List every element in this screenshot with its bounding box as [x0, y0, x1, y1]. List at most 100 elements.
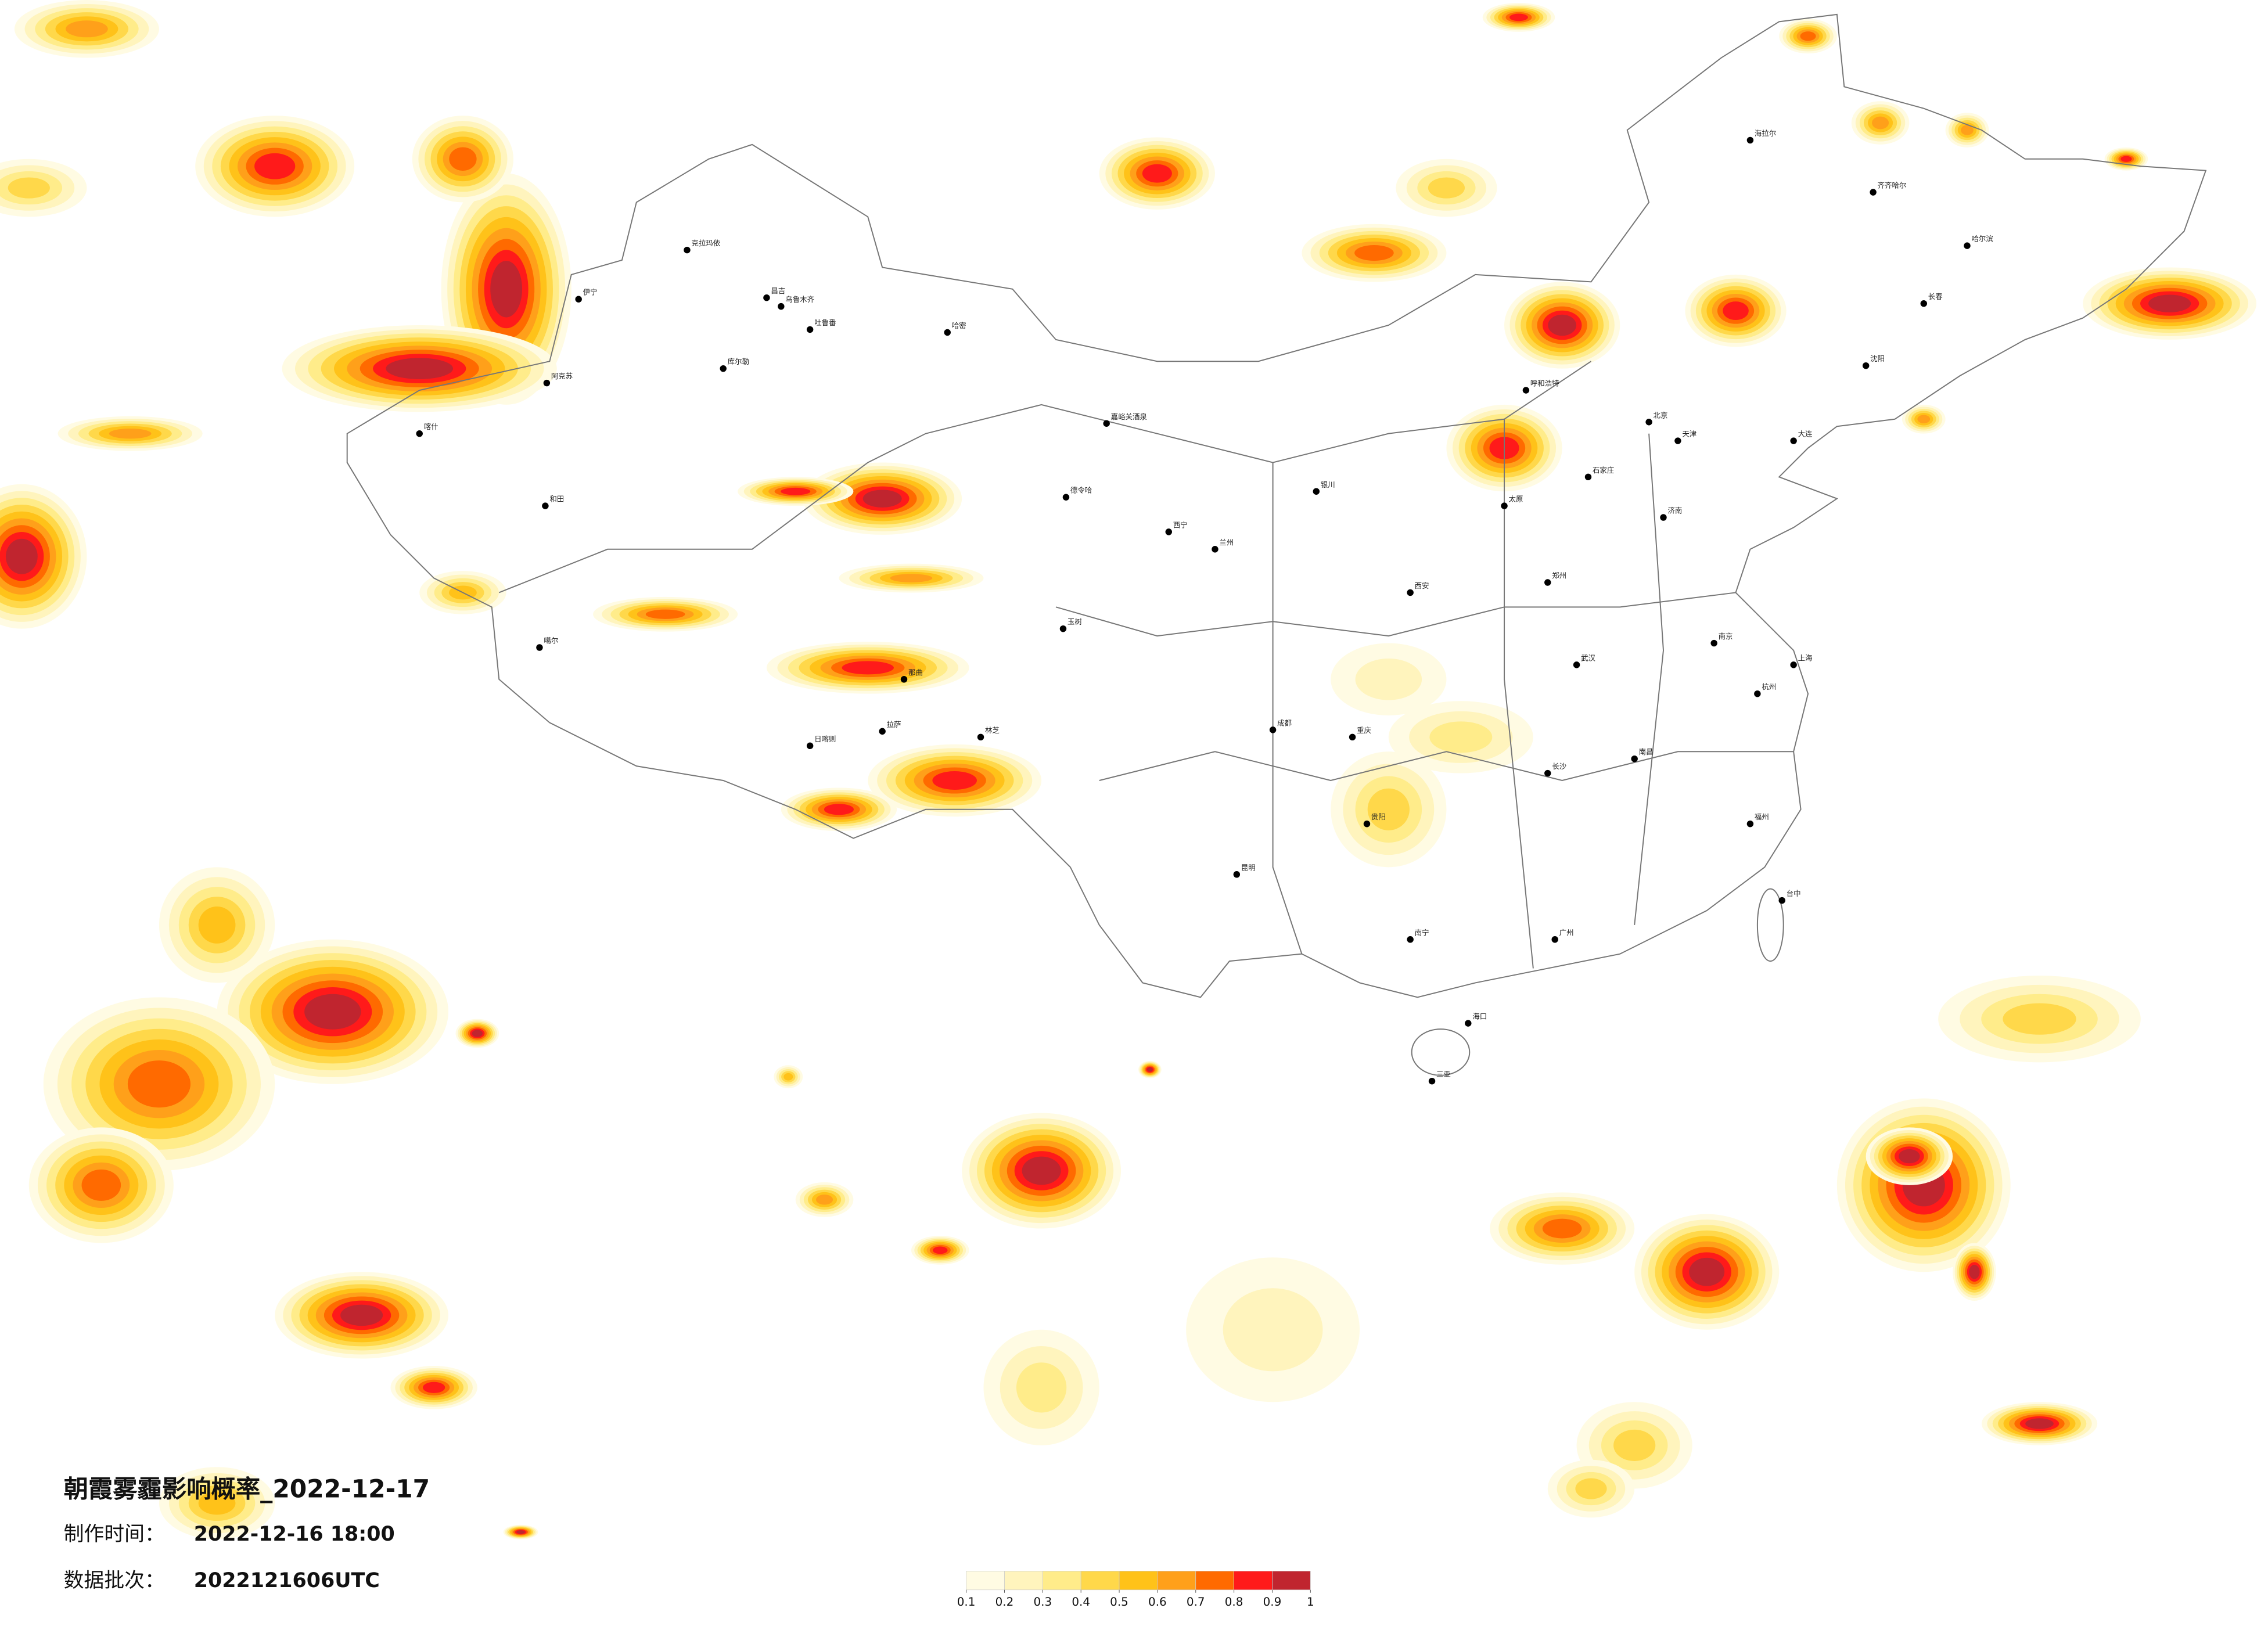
haze-area — [2003, 1003, 2076, 1035]
city-dot — [1313, 488, 1320, 495]
haze-area — [2120, 156, 2132, 162]
colorbar-tick-label: 0.8 — [1225, 1595, 1243, 1609]
city-label: 上海 — [1798, 653, 1813, 662]
produced-label: 制作时间： — [64, 1523, 165, 1546]
colorbar-tick-label: 0.2 — [995, 1595, 1014, 1609]
haze-area — [340, 1304, 383, 1326]
city-dot — [1631, 755, 1638, 762]
haze-area — [816, 1195, 833, 1205]
haze-area — [933, 1246, 948, 1254]
haze-area — [422, 1382, 445, 1393]
colorbar-box — [1272, 1571, 1311, 1591]
haze-area — [109, 428, 152, 439]
colorbar-box — [1234, 1571, 1273, 1591]
city-label: 台中 — [1787, 889, 1801, 898]
mainland-border — [346, 13, 2207, 998]
haze-area — [1355, 659, 1422, 700]
colorbar-box — [1119, 1571, 1158, 1591]
haze-area — [783, 1073, 793, 1081]
city-dot — [763, 294, 770, 301]
city-label: 济南 — [1667, 506, 1682, 515]
city-dot — [1754, 690, 1761, 697]
haze-area — [1548, 314, 1577, 336]
city-label: 和田 — [549, 495, 564, 503]
city-dot — [1059, 625, 1067, 632]
haze-area — [8, 177, 50, 199]
city-label: 兰州 — [1219, 538, 1234, 546]
city-dot — [1551, 936, 1558, 943]
city-dot — [1407, 589, 1414, 596]
province-line — [1055, 592, 1736, 637]
city-label: 噶尔 — [544, 636, 558, 645]
city-label: 石家庄 — [1593, 466, 1614, 474]
city-dot — [543, 379, 551, 387]
city-dot — [1428, 1077, 1436, 1085]
haze-area — [198, 1491, 236, 1515]
city-dot — [536, 644, 543, 651]
batch-value: 2022121606UTC — [194, 1569, 380, 1592]
city-dot — [778, 303, 785, 310]
haze-area — [5, 538, 38, 574]
city-label: 西宁 — [1173, 520, 1188, 529]
haze-area — [127, 1060, 191, 1108]
city-label: 那曲 — [908, 668, 923, 677]
colorbar-box — [1080, 1571, 1120, 1591]
haze-area — [862, 490, 902, 508]
city-label: 郑州 — [1552, 571, 1566, 580]
haze-area — [1969, 1265, 1980, 1279]
city-dot — [1710, 639, 1717, 647]
haze-area — [1142, 164, 1172, 183]
haze-area — [890, 574, 933, 582]
haze-area — [198, 906, 236, 944]
city-dot — [1746, 820, 1754, 828]
city-dot — [1062, 494, 1070, 501]
city-label: 齐齐哈尔 — [1878, 181, 1907, 190]
colorbar-tick-label: 0.5 — [1110, 1595, 1128, 1609]
city-label: 喀什 — [424, 422, 438, 431]
haze-area — [1689, 1257, 1725, 1286]
haze-area — [66, 20, 108, 38]
haze-area — [1016, 1362, 1067, 1413]
city-label: 玉树 — [1067, 617, 1082, 626]
city-label: 福州 — [1755, 812, 1769, 821]
city-label: 林芝 — [985, 726, 1000, 735]
province-line — [1272, 462, 1303, 954]
haze-area — [254, 153, 296, 179]
city-dot — [1522, 387, 1530, 394]
city-label: 库尔勒 — [728, 357, 749, 366]
colorbar: 0.1 0.2 0.3 0.4 0.5 0.6 0.7 0.8 0.9 1 — [957, 1571, 1314, 1609]
city-label: 银川 — [1321, 480, 1335, 489]
city-label: 北京 — [1654, 411, 1668, 419]
city-label: 长春 — [1928, 292, 1943, 301]
city-label: 长沙 — [1552, 762, 1566, 771]
city-label: 昌吉 — [771, 286, 785, 295]
city-dot — [542, 502, 549, 509]
city-label: 克拉玛依 — [691, 239, 720, 247]
city-dot — [977, 733, 984, 741]
hainan-border — [1411, 1028, 1471, 1076]
map-title: 朝霞雾霾影响概率_2022-12-17 — [64, 1475, 430, 1503]
city-dot — [1790, 661, 1797, 668]
city-dot — [1573, 661, 1580, 668]
haze-area — [1428, 177, 1465, 199]
city-label: 西安 — [1415, 581, 1429, 590]
haze-area — [1899, 1149, 1920, 1164]
haze-area — [1723, 301, 1749, 321]
haze-area — [81, 1169, 121, 1201]
city-label: 南京 — [1719, 632, 1733, 641]
colorbar-tick-label: 0.1 — [957, 1595, 976, 1609]
haze-area — [1429, 721, 1493, 753]
city-label: 拉萨 — [887, 720, 901, 729]
city-dot — [944, 329, 951, 336]
haze-area — [2148, 294, 2191, 312]
colorbar-box — [1195, 1571, 1234, 1591]
haze-area — [472, 1030, 483, 1037]
city-dot — [1501, 502, 1508, 509]
city-label: 沈阳 — [1870, 354, 1885, 363]
haze-area — [386, 358, 454, 379]
colorbar-box — [966, 1571, 1005, 1591]
city-dot — [1660, 514, 1667, 521]
